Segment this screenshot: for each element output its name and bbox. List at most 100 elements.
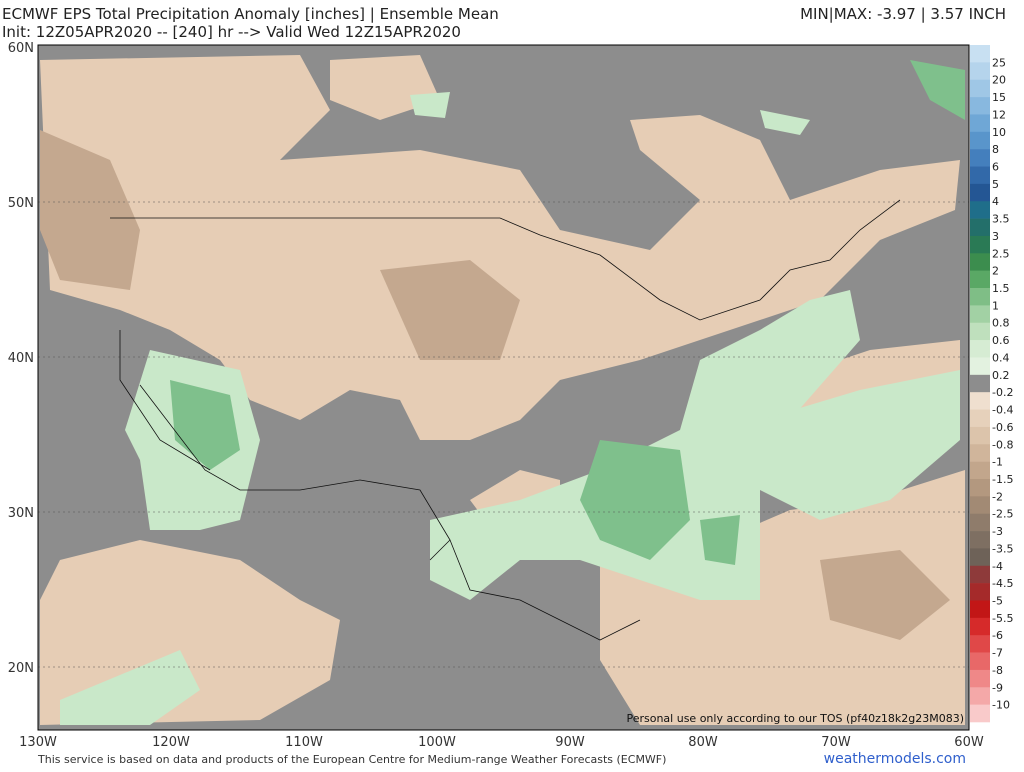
- dry-core: [380, 260, 520, 360]
- latitude-label: 40N: [8, 351, 34, 366]
- wet-region: [60, 650, 200, 725]
- colorbar-label: -1: [992, 456, 1003, 469]
- coast: [449, 539, 641, 641]
- latitude-label: 60N: [8, 41, 34, 56]
- colorbar-box: [970, 183, 990, 202]
- colorbar-label: -10: [992, 699, 1010, 712]
- colorbar-box: [970, 235, 990, 254]
- dry-region: [600, 470, 965, 725]
- colorbar-box: [970, 305, 990, 324]
- colorbar-label: -6: [992, 629, 1003, 642]
- min-max: MIN|MAX: -3.97 | 3.57 INCH: [800, 5, 1006, 23]
- colorbar-box: [970, 635, 990, 653]
- colorbar-label: -7: [992, 647, 1003, 660]
- colorbar-label: -0.8: [992, 438, 1013, 451]
- colorbar-box: [970, 513, 990, 532]
- colorbar-box: [970, 409, 990, 428]
- borders: [110, 199, 901, 641]
- title: ECMWF EPS Total Precipitation Anomaly [i…: [2, 5, 499, 23]
- colorbar-box: [970, 374, 990, 393]
- dry-region: [40, 55, 960, 440]
- subtitle: Init: 12Z05APR2020 -- [240] hr --> Valid…: [2, 23, 461, 41]
- colorbar-box: [970, 45, 990, 63]
- colorbar-box: [970, 531, 990, 549]
- colorbar-label: -3.5: [992, 542, 1013, 555]
- colorbar-box: [970, 444, 990, 462]
- colorbar-label: 3: [992, 230, 999, 243]
- colorbar-label: -0.2: [992, 386, 1013, 399]
- colorbar-box: [970, 322, 990, 341]
- colorbar-box: [970, 166, 990, 185]
- colorbar-box: [970, 600, 990, 619]
- colorbar-box: [970, 62, 990, 81]
- credit: This service is based on data and produc…: [37, 753, 666, 766]
- wet-region: [410, 92, 450, 118]
- longitude-label: 110W: [285, 735, 323, 750]
- wet-core-region: [580, 440, 690, 560]
- colorbar-box: [970, 548, 990, 567]
- colorbar-label: 2: [992, 265, 999, 278]
- colorbar-box: [970, 687, 990, 705]
- colorbar-box: [970, 270, 990, 289]
- colorbar-label: -0.4: [992, 404, 1013, 417]
- wet-region: [430, 290, 860, 600]
- very-dry-anomaly: [40, 130, 950, 640]
- colorbar-label: -5: [992, 594, 1003, 607]
- colorbar-label: 0.2: [992, 369, 1010, 382]
- colorbar-label: 25: [992, 56, 1006, 69]
- colorbar-label: 10: [992, 126, 1006, 139]
- wet-region: [760, 370, 960, 520]
- longitude-label: 100W: [418, 735, 456, 750]
- latitude-label: 30N: [8, 506, 34, 521]
- colorbar-label: 0.8: [992, 317, 1010, 330]
- coast: [119, 330, 211, 471]
- labels: ECMWF EPS Total Precipitation Anomaly [i…: [2, 5, 1013, 767]
- colorbar-box: [970, 704, 990, 723]
- colorbar-label: 2.5: [992, 247, 1010, 260]
- colorbar-box: [970, 478, 990, 497]
- colorbar-box: [970, 426, 990, 445]
- colorbar-label: -9: [992, 681, 1003, 694]
- colorbar-box: [970, 583, 990, 601]
- colorbar-box: [970, 253, 990, 271]
- colorbar-label: 12: [992, 108, 1006, 121]
- longitude-label: 120W: [152, 735, 190, 750]
- latitude-label: 50N: [8, 196, 34, 211]
- colorbar-label: 0.4: [992, 351, 1010, 364]
- colorbar-label: -4: [992, 560, 1003, 573]
- colorbar-label: -8: [992, 664, 1003, 677]
- longitude-label: 60W: [954, 735, 984, 750]
- colorbar-label: 5: [992, 178, 999, 191]
- colorbar-box: [970, 218, 990, 237]
- map-frame: [37, 44, 970, 731]
- colorbar-box: [970, 565, 990, 584]
- colorbar-box: [970, 114, 990, 133]
- colorbar-label: -3: [992, 525, 1003, 538]
- colorbar-label: -1.5: [992, 473, 1013, 486]
- colorbar-box: [970, 149, 990, 167]
- colorbar-label: 6: [992, 161, 999, 174]
- colorbar-label: -5.5: [992, 612, 1013, 625]
- wet-region: [760, 110, 810, 135]
- colorbar-box: [970, 97, 990, 115]
- wet-core: [170, 60, 965, 565]
- wet-core-region: [910, 60, 965, 120]
- colorbar-label: 15: [992, 91, 1006, 104]
- dry-core: [820, 550, 950, 640]
- colorbar-label: 1: [992, 299, 999, 312]
- colorbar-box: [970, 201, 990, 219]
- colorbar-label: 1.5: [992, 282, 1010, 295]
- longitude-label: 80W: [688, 735, 718, 750]
- colorbar-box: [970, 288, 990, 306]
- colorbar-label: -4.5: [992, 577, 1013, 590]
- colorbar-label: 20: [992, 74, 1006, 87]
- wet-core-region: [700, 515, 740, 565]
- colorbar-box: [970, 357, 990, 376]
- colorbar-label: -0.6: [992, 421, 1013, 434]
- notice: Personal use only according to our TOS (…: [626, 712, 964, 725]
- colorbar-label: 4: [992, 195, 999, 208]
- colorbar-box: [970, 496, 990, 514]
- border: [139, 384, 451, 561]
